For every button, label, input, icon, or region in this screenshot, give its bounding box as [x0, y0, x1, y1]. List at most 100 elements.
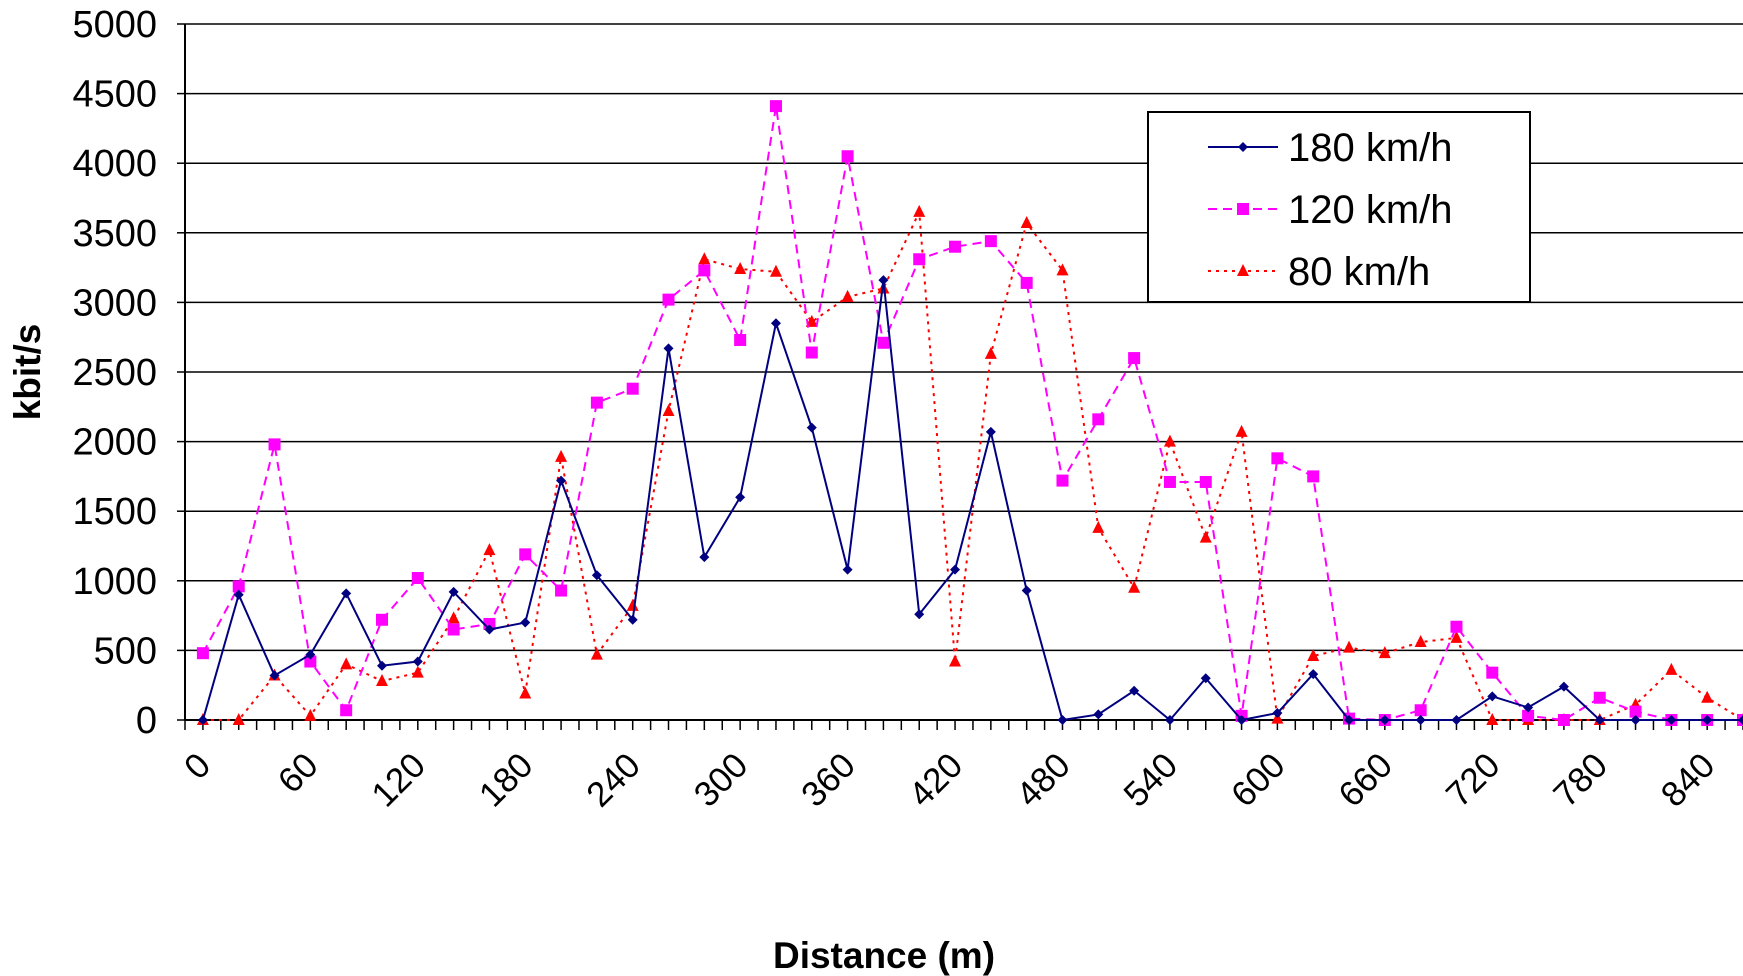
data-point	[877, 336, 890, 349]
data-point	[805, 314, 818, 327]
data-point	[1414, 635, 1427, 648]
data-point	[1093, 709, 1104, 720]
data-point	[304, 708, 317, 721]
data-point	[805, 346, 818, 359]
data-point	[698, 264, 711, 277]
data-point	[1307, 470, 1320, 483]
data-point	[340, 657, 353, 670]
data-point	[556, 475, 567, 486]
data-point	[1738, 715, 1743, 725]
x-tick-label: 540	[1116, 746, 1185, 815]
y-tick-label: 1500	[72, 491, 157, 533]
data-point	[519, 548, 532, 561]
data-point	[841, 150, 854, 163]
data-point	[662, 403, 675, 416]
data-point	[411, 572, 424, 585]
data-point	[1164, 715, 1175, 725]
data-point	[914, 609, 925, 620]
data-point	[591, 570, 602, 581]
data-point	[1450, 630, 1463, 643]
data-point	[233, 589, 244, 600]
data-point	[484, 624, 495, 635]
data-point	[1163, 434, 1176, 447]
data-point	[1557, 714, 1570, 726]
legend-marker	[1237, 264, 1249, 276]
data-point	[555, 584, 568, 597]
data-point	[269, 670, 280, 681]
data-point	[1020, 216, 1033, 229]
data-point	[1128, 580, 1141, 593]
data-point	[375, 674, 388, 687]
data-point	[626, 598, 639, 611]
data-point	[1235, 424, 1248, 437]
legend-label: 180 km/h	[1288, 126, 1453, 170]
data-point	[1199, 530, 1212, 543]
data-point	[447, 611, 460, 624]
data-point	[447, 623, 460, 636]
x-tick-label: 240	[579, 746, 648, 815]
data-point	[305, 649, 316, 660]
data-point	[1451, 715, 1462, 725]
y-axis-tick-labels: 0 500 1000 1500 2000 2500 3000 3500 4000 4500 5000	[72, 4, 157, 742]
data-point	[1415, 715, 1426, 725]
data-point	[375, 613, 388, 626]
series-line	[202, 208, 1743, 722]
data-point	[1307, 648, 1320, 661]
data-point	[1308, 669, 1319, 680]
data-point	[1665, 662, 1678, 675]
data-point	[878, 275, 889, 286]
data-point	[232, 713, 245, 725]
x-tick-label: 600	[1224, 746, 1293, 815]
x-tick-label: 840	[1654, 746, 1723, 815]
data-point	[1199, 475, 1212, 488]
data-point	[555, 449, 568, 462]
data-point	[1629, 705, 1642, 718]
data-point	[483, 543, 496, 556]
y-tick-label: 3500	[72, 213, 157, 255]
x-tick-label: 780	[1546, 746, 1615, 815]
data-point	[735, 492, 746, 503]
data-point	[662, 293, 675, 306]
data-point	[1272, 708, 1283, 719]
legend-label: 80 km/h	[1288, 250, 1430, 294]
data-series	[196, 100, 1743, 726]
data-point	[1486, 666, 1499, 679]
legend-marker	[1238, 142, 1248, 152]
x-tick-label: 120	[364, 746, 433, 815]
data-point	[1271, 452, 1284, 465]
series-120-km-h	[196, 100, 1743, 726]
data-point	[699, 552, 710, 563]
data-point	[1701, 690, 1714, 703]
data-point	[1522, 709, 1535, 722]
data-point	[1379, 715, 1390, 725]
x-tick-label: 300	[687, 746, 756, 815]
data-point	[842, 564, 853, 575]
data-point	[1523, 702, 1534, 713]
data-point	[1450, 620, 1463, 633]
data-point	[949, 240, 962, 253]
data-point	[1414, 704, 1427, 717]
data-point	[769, 100, 782, 113]
x-tick-label: 720	[1439, 746, 1508, 815]
x-tick-label: 660	[1331, 746, 1400, 815]
data-point	[1593, 691, 1606, 704]
legend-label: 120 km/h	[1288, 188, 1453, 232]
data-point	[1200, 673, 1211, 684]
data-point	[1666, 715, 1677, 725]
data-point	[412, 656, 423, 667]
data-point	[1343, 640, 1356, 653]
data-point	[590, 396, 603, 409]
data-point	[1129, 685, 1140, 696]
data-point	[985, 426, 996, 437]
data-point	[1558, 681, 1569, 692]
x-axis-tick-labels: 0 60 120 180 240 300 360 420 480 540 600 660 720 780 8…	[177, 746, 1723, 815]
data-point	[411, 665, 424, 678]
series-line	[201, 280, 1743, 722]
data-point	[1056, 474, 1069, 487]
x-tick-label: 480	[1009, 746, 1078, 815]
data-point	[1056, 263, 1069, 276]
y-tick-label: 4500	[72, 74, 157, 116]
data-point	[950, 564, 961, 575]
data-point	[1486, 713, 1499, 725]
data-point	[520, 617, 531, 628]
